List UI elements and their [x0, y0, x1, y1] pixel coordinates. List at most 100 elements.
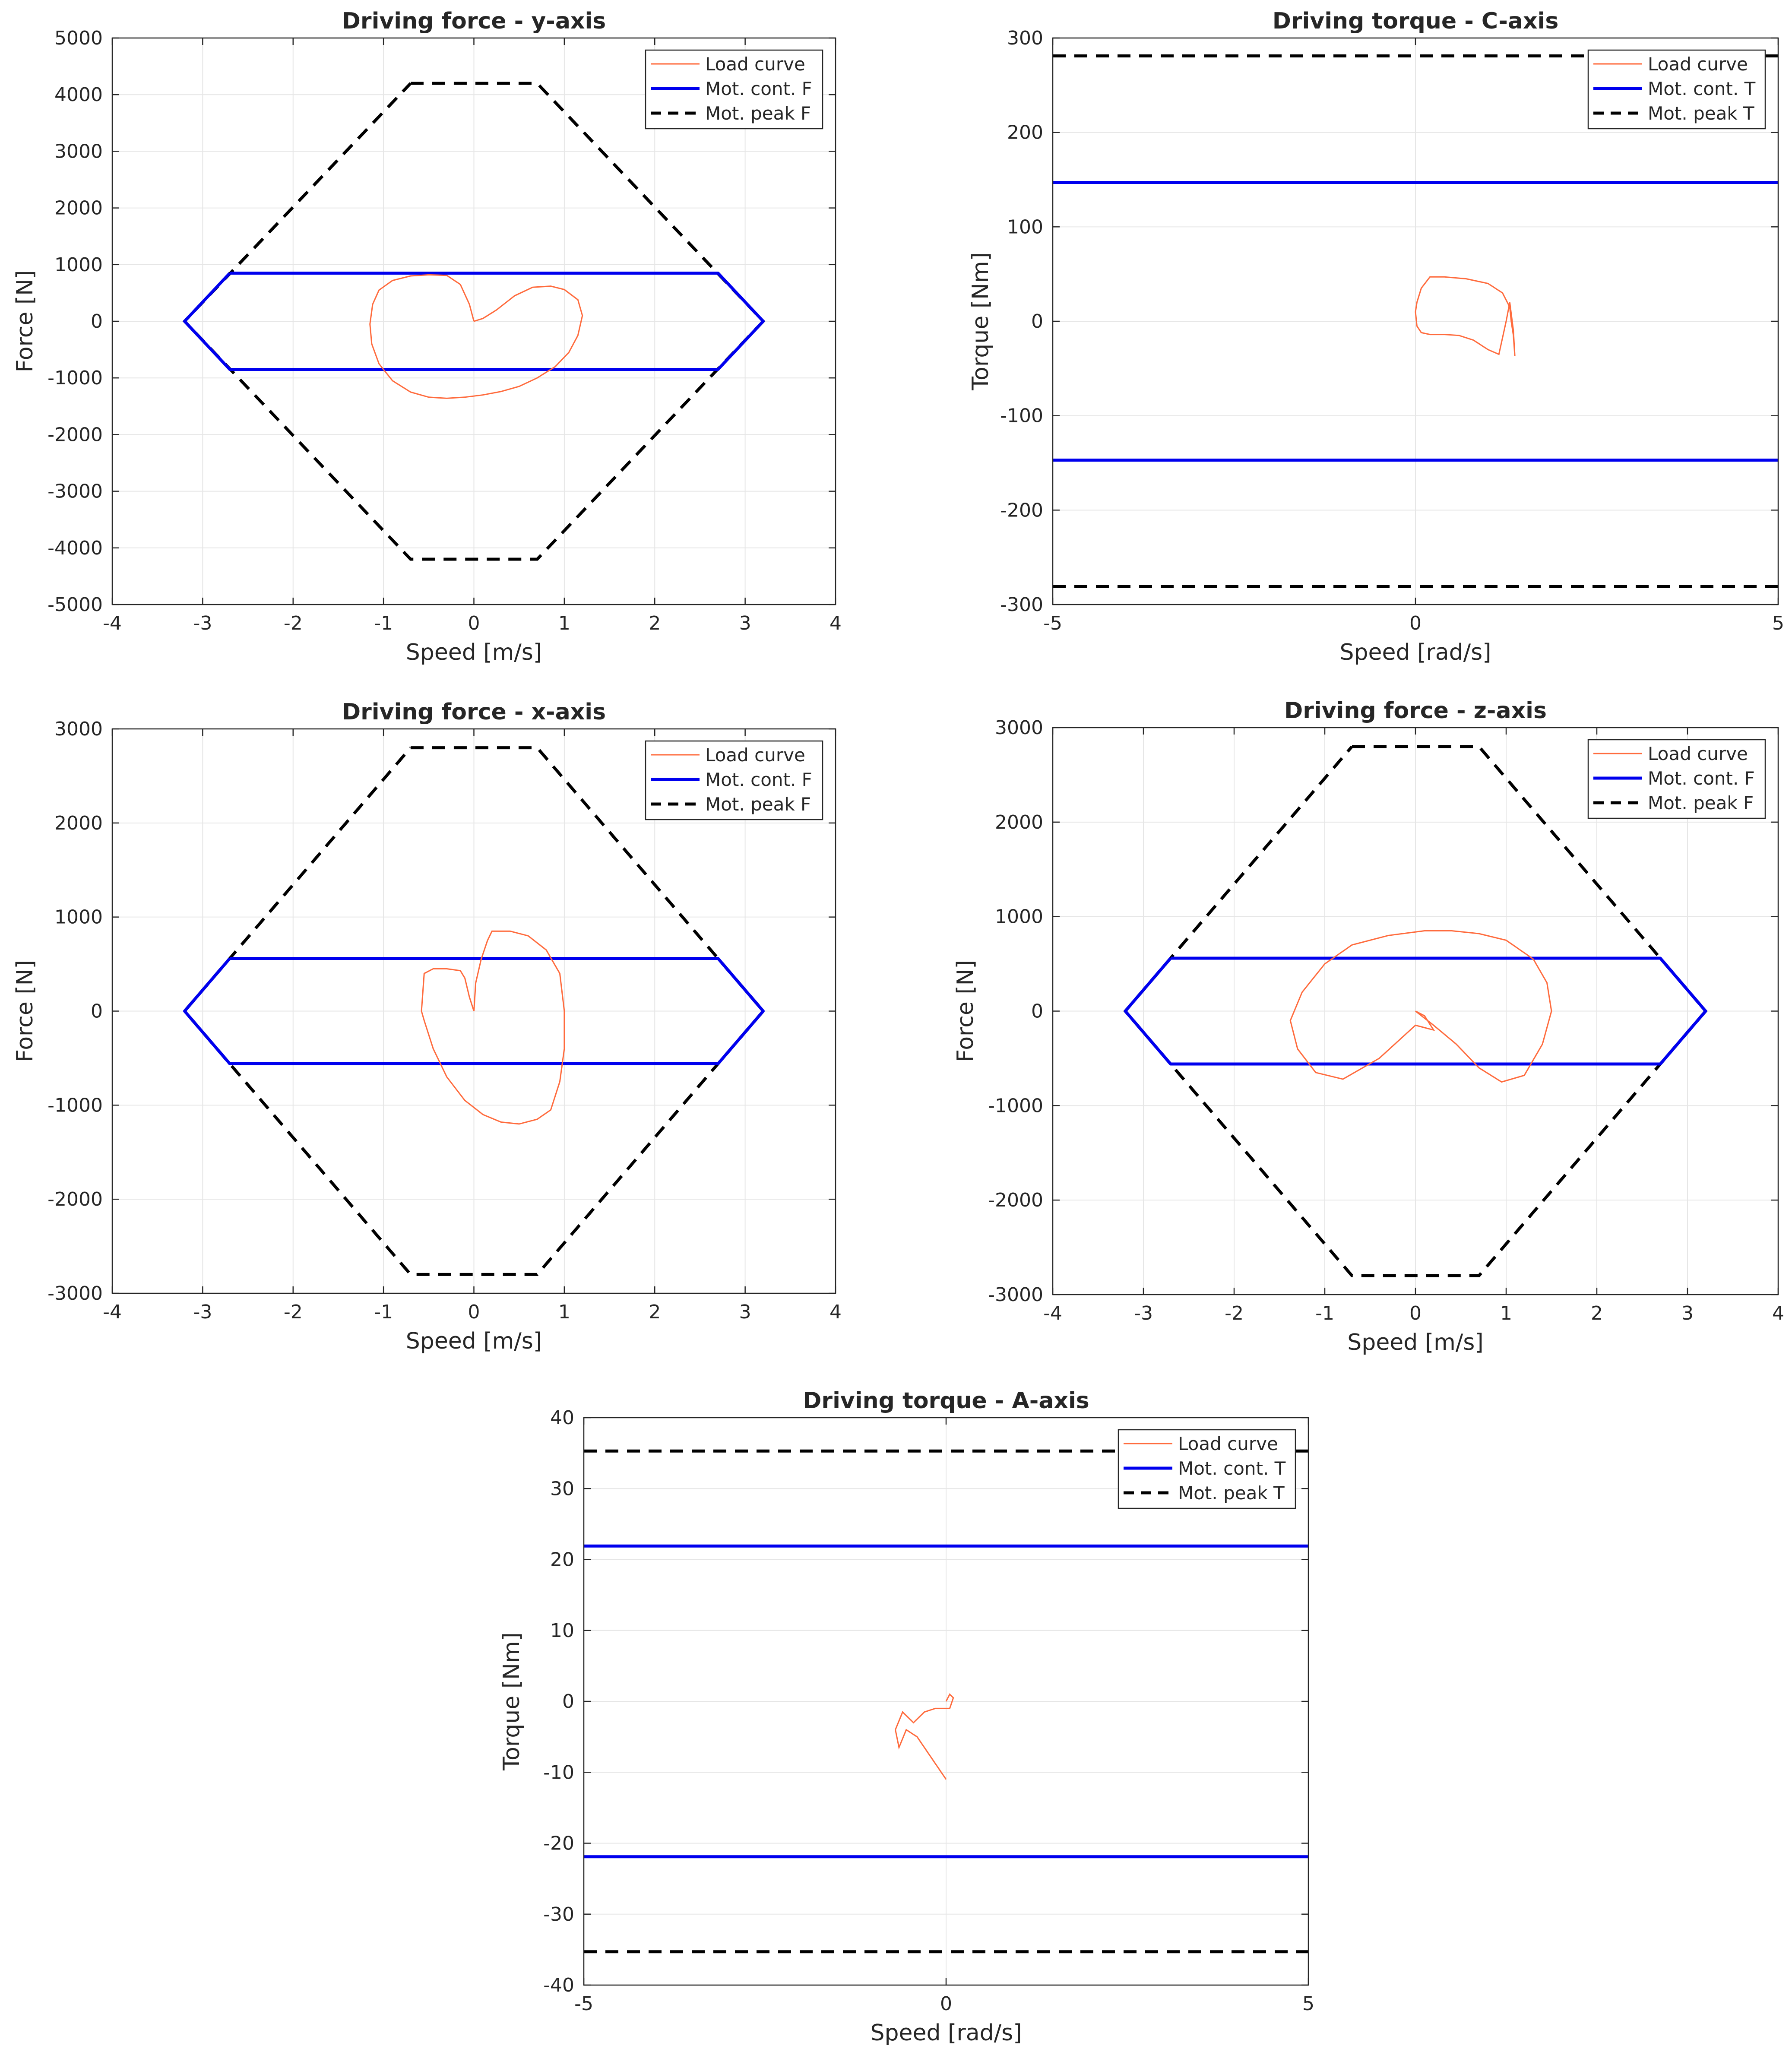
y-tick-label: 4000: [54, 84, 103, 106]
chart-c-axis: -5 0 5 -300 -200 -100 0 100 200 300 Driving torque…: [968, 8, 1784, 665]
legend-label: Load curve: [1648, 54, 1748, 75]
y-tick-label: -2000: [47, 1188, 103, 1210]
x-tick-label: -3: [193, 1301, 212, 1323]
y-tick-label: 20: [550, 1549, 574, 1571]
y-axis-label: Force [N]: [12, 270, 38, 373]
series-load-curve: [1415, 276, 1516, 357]
legend: Load curve Mot. cont. T Mot. peak T: [1118, 1429, 1296, 1509]
y-tick-label: 0: [91, 1001, 103, 1023]
y-tick-label: -100: [1000, 405, 1043, 427]
y-tick-label: 0: [1031, 310, 1043, 332]
chart-title: Driving force - y-axis: [342, 8, 606, 34]
y-tick-label: -3000: [47, 481, 103, 503]
y-tick-label: -3000: [47, 1282, 103, 1305]
chart-title: Driving torque - C-axis: [1273, 8, 1559, 34]
legend: Load curve Mot. cont. F Mot. peak F: [645, 49, 823, 130]
y-tick-label: 1000: [995, 906, 1043, 928]
y-tick-label: 2000: [995, 811, 1043, 833]
legend: Load curve Mot. cont. F Mot. peak F: [1587, 739, 1766, 819]
x-tick-label: 4: [830, 612, 842, 634]
legend-label: Mot. peak T: [1178, 1482, 1285, 1504]
x-axis-label: Speed [m/s]: [1347, 1330, 1483, 1355]
x-tick-label: -2: [284, 612, 303, 634]
legend-label: Mot. peak F: [705, 103, 811, 124]
y-tick-label: -2000: [47, 424, 103, 446]
y-tick-label: -2000: [988, 1189, 1043, 1211]
legend: Load curve Mot. cont. T Mot. peak T: [1587, 49, 1766, 130]
legend-label: Load curve: [1648, 743, 1748, 764]
y-tick-label: 300: [1007, 27, 1043, 49]
y-tick-label: 2000: [54, 812, 103, 834]
x-tick-label: -4: [103, 612, 122, 634]
legend-label: Mot. cont. T: [1648, 78, 1756, 99]
y-tick-label: -1000: [47, 367, 103, 389]
x-tick-label: 0: [1409, 1302, 1422, 1324]
legend-label: Mot. cont. T: [1178, 1458, 1286, 1479]
x-tick-label: -2: [1225, 1302, 1244, 1324]
y-tick-label: 1000: [54, 254, 103, 276]
plot-area: [1123, 745, 1708, 1277]
x-tick-label: 4: [830, 1301, 842, 1323]
series-mot-peak-f: [182, 746, 766, 1276]
x-axis-label: Speed [m/s]: [406, 640, 542, 665]
chart-title: Driving force - x-axis: [342, 699, 606, 725]
y-tick-label: 3000: [54, 718, 103, 740]
legend-label: Mot. cont. F: [705, 78, 812, 99]
y-tick-label: 30: [550, 1478, 574, 1500]
series-mot-cont-f: [183, 957, 765, 1065]
legend-label: Mot. cont. F: [705, 769, 812, 790]
x-tick-label: 5: [1772, 612, 1784, 634]
legend: Load curve Mot. cont. F Mot. peak F: [645, 740, 823, 820]
chart-z-axis: -4 -3 -2 -1 0 1 2 3 4 -3000 -2000 -1000 0 1000 2000 300…: [953, 698, 1784, 1355]
chart-x-axis: -4 -3 -2 -1 0 1 2 3 4 -3000 -2000 -1000 0 1000 2000 300…: [12, 699, 842, 1354]
x-axis-label: Speed [m/s]: [406, 1328, 542, 1354]
x-tick-label: 4: [1772, 1302, 1784, 1324]
y-tick-label: 10: [550, 1620, 574, 1642]
y-tick-label: -200: [1000, 499, 1043, 521]
chart-title: Driving torque - A-axis: [803, 1388, 1089, 1414]
x-tick-label: 0: [940, 1993, 952, 2015]
y-tick-label: 2000: [54, 197, 103, 219]
legend-label: Mot. cont. F: [1648, 768, 1755, 789]
plot-area: [584, 1449, 1308, 1954]
y-tick-label: -10: [543, 1761, 574, 1783]
x-tick-label: 5: [1302, 1993, 1314, 2015]
x-tick-label: -1: [1315, 1302, 1334, 1324]
y-tick-label: -4000: [47, 537, 103, 559]
x-tick-label: -3: [193, 612, 212, 634]
y-tick-label: -300: [1000, 594, 1043, 616]
y-tick-label: 0: [1031, 1001, 1043, 1023]
legend-label: Mot. peak F: [1648, 792, 1754, 814]
x-tick-label: 0: [468, 1301, 480, 1323]
x-tick-label: 2: [649, 612, 661, 634]
y-tick-label: -1000: [47, 1094, 103, 1116]
y-tick-label: 200: [1007, 122, 1043, 144]
series-load-curve: [421, 930, 565, 1125]
y-tick-label: 3000: [54, 140, 103, 162]
x-tick-label: -4: [103, 1301, 122, 1323]
legend-box: [1118, 1429, 1296, 1509]
y-axis-label: Force [N]: [12, 960, 38, 1062]
y-tick-label: 40: [550, 1407, 574, 1429]
x-tick-label: 3: [739, 1301, 751, 1323]
y-tick-label: 1000: [54, 906, 103, 928]
y-axis-label: Torque [Nm]: [968, 252, 994, 391]
x-tick-label: -5: [574, 1993, 593, 2015]
x-tick-label: 2: [1591, 1302, 1603, 1324]
x-tick-label: -1: [374, 1301, 393, 1323]
x-axis-label: Speed [rad/s]: [1340, 640, 1491, 665]
x-tick-label: -5: [1043, 612, 1062, 634]
x-tick-label: 0: [468, 612, 480, 634]
plot-area: [182, 746, 766, 1276]
y-tick-label: -3000: [988, 1284, 1043, 1306]
y-tick-label: -5000: [47, 594, 103, 616]
x-tick-label: 1: [1500, 1302, 1512, 1324]
y-axis-label: Torque [Nm]: [499, 1632, 525, 1771]
chart-a-axis: -5 0 5 -40 -30 -20 -10 0 10 20 30 40 Driving torque …: [499, 1388, 1314, 2046]
x-tick-label: 1: [558, 1301, 570, 1323]
y-tick-label: 0: [91, 310, 103, 332]
y-axis-label: Force [N]: [953, 960, 978, 1062]
y-tick-label: 5000: [54, 27, 103, 49]
chart-y-axis: -4 -3 -2 -1 0 1 2 3 4 -5000 -4000 -3000 -2000 -1000 0 1…: [12, 8, 842, 665]
